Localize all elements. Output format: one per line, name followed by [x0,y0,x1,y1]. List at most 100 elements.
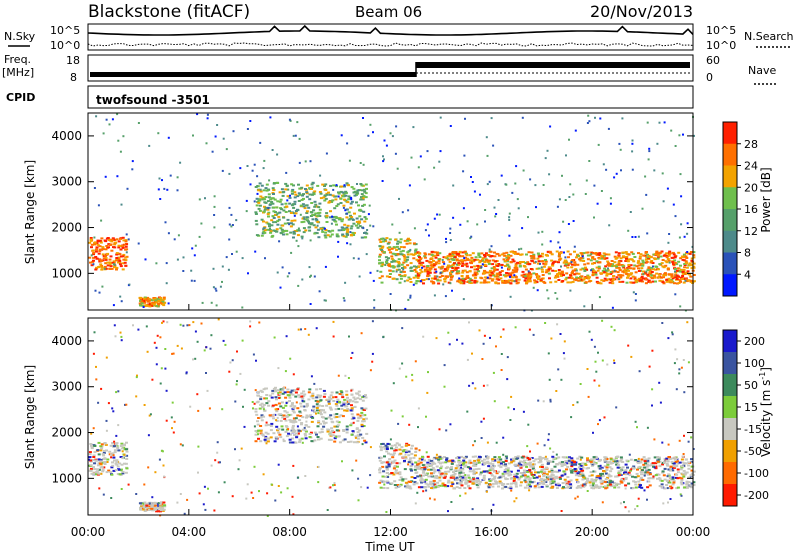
echo-cell [519,484,523,487]
echo-cell [491,467,495,470]
echo-cell [147,466,150,469]
echo-cell [329,210,332,213]
echo-cell [141,508,145,511]
echo-cell [660,486,664,489]
echo-cell [268,203,272,206]
echo-cell [536,275,540,278]
echo-cell [399,483,403,486]
echo-cell [451,459,455,462]
echo-cell [471,482,475,485]
echo-cell [103,442,107,445]
echo-cell [140,504,144,507]
echo-cell [258,407,262,410]
echo-cell [414,243,418,246]
echo-cell [495,472,499,475]
echo-cell [427,278,430,281]
echo-cell [625,255,629,258]
echo-cell [304,430,308,433]
echo-cell [548,250,552,253]
echo-cell [677,260,681,263]
echo-cell [451,253,455,256]
echo-cell [492,144,495,147]
echo-cell [498,271,502,274]
echo-cell [492,503,495,506]
echo-cell [551,455,555,458]
echo-cell [410,156,413,159]
echo-cell [555,463,559,465]
echo-cell [92,456,96,458]
echo-cell [151,301,155,304]
echo-cell [332,431,336,434]
echo-cell [405,449,409,452]
echo-cell [405,486,409,489]
echo-cell [616,466,620,469]
echo-cell [648,472,652,475]
echo-cell [315,433,318,436]
echo-cell [163,187,166,190]
echo-cell [205,142,208,145]
echo-cell [262,197,266,200]
echo-cell [369,369,372,372]
echo-cell [515,278,519,281]
echo-cell [487,465,491,468]
echo-cell [262,403,266,406]
echo-cell [541,274,545,276]
echo-cell [692,470,696,473]
echo-cell [447,264,451,267]
echo-cell [690,259,694,262]
echo-cell [589,484,593,487]
echo-cell [242,405,244,408]
echo-cell [329,184,333,187]
echo-cell [104,257,108,260]
echo-cell [569,485,573,488]
echo-cell [371,352,374,355]
echo-cell [547,266,551,269]
echo-cell [654,474,658,477]
echo-cell [115,268,118,271]
echo-cell [591,256,595,259]
echo-cell [89,239,93,242]
echo-cell [693,134,695,137]
echo-cell [300,186,304,189]
echo-cell [445,241,448,244]
echo-cell [507,266,511,269]
echo-cell [546,250,550,253]
echo-cell [382,470,386,473]
echo-cell [573,468,577,470]
echo-cell [599,472,603,475]
echo-cell [583,263,587,266]
echo-cell [678,279,682,282]
echo-cell [458,487,462,489]
echo-cell [322,425,326,428]
echo-cell [661,281,665,284]
echo-cell [421,266,424,269]
echo-cell [316,224,319,227]
nsky-trace [87,24,694,36]
echo-cell [349,217,353,220]
echo-cell [361,420,365,423]
echo-cell [124,240,128,243]
echo-cell [537,399,540,402]
echo-cell [194,244,197,247]
echo-cell [459,475,463,478]
echo-cell [117,246,121,249]
echo-cell [640,275,644,278]
echo-cell [471,455,475,458]
echo-cell [378,253,382,256]
echo-cell [585,268,589,271]
echo-cell [634,293,637,295]
echo-cell [99,472,103,475]
echo-cell [281,194,285,197]
freq-trace-low [90,72,416,77]
echo-cell [265,221,269,224]
echo-cell [305,212,309,214]
echo-cell [619,257,623,260]
echo-cell [91,249,95,252]
echo-cell [288,438,292,441]
echo-cell [291,409,295,412]
echo-cell [517,207,520,210]
echo-cell [361,414,365,417]
echo-cell [103,267,106,270]
echo-cell [559,246,561,249]
echo-cell [614,460,617,463]
